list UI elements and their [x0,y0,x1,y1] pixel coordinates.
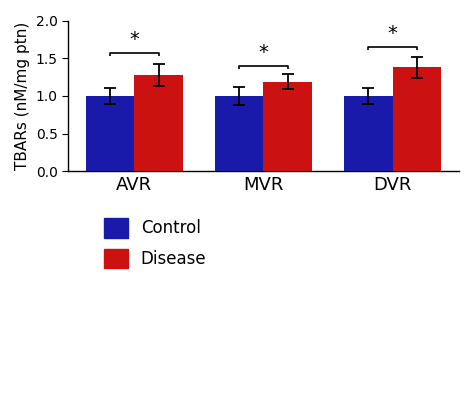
Text: *: * [388,24,398,43]
Bar [134,75,183,171]
Y-axis label: TBARs (nM/mg ptn): TBARs (nM/mg ptn) [15,22,30,170]
Bar [392,67,441,171]
Bar [215,96,264,171]
Bar [86,96,134,171]
Text: *: * [129,30,139,49]
Text: *: * [258,43,268,62]
Bar [344,96,392,171]
Legend: Control, Disease: Control, Disease [96,210,215,277]
Bar [264,82,312,171]
